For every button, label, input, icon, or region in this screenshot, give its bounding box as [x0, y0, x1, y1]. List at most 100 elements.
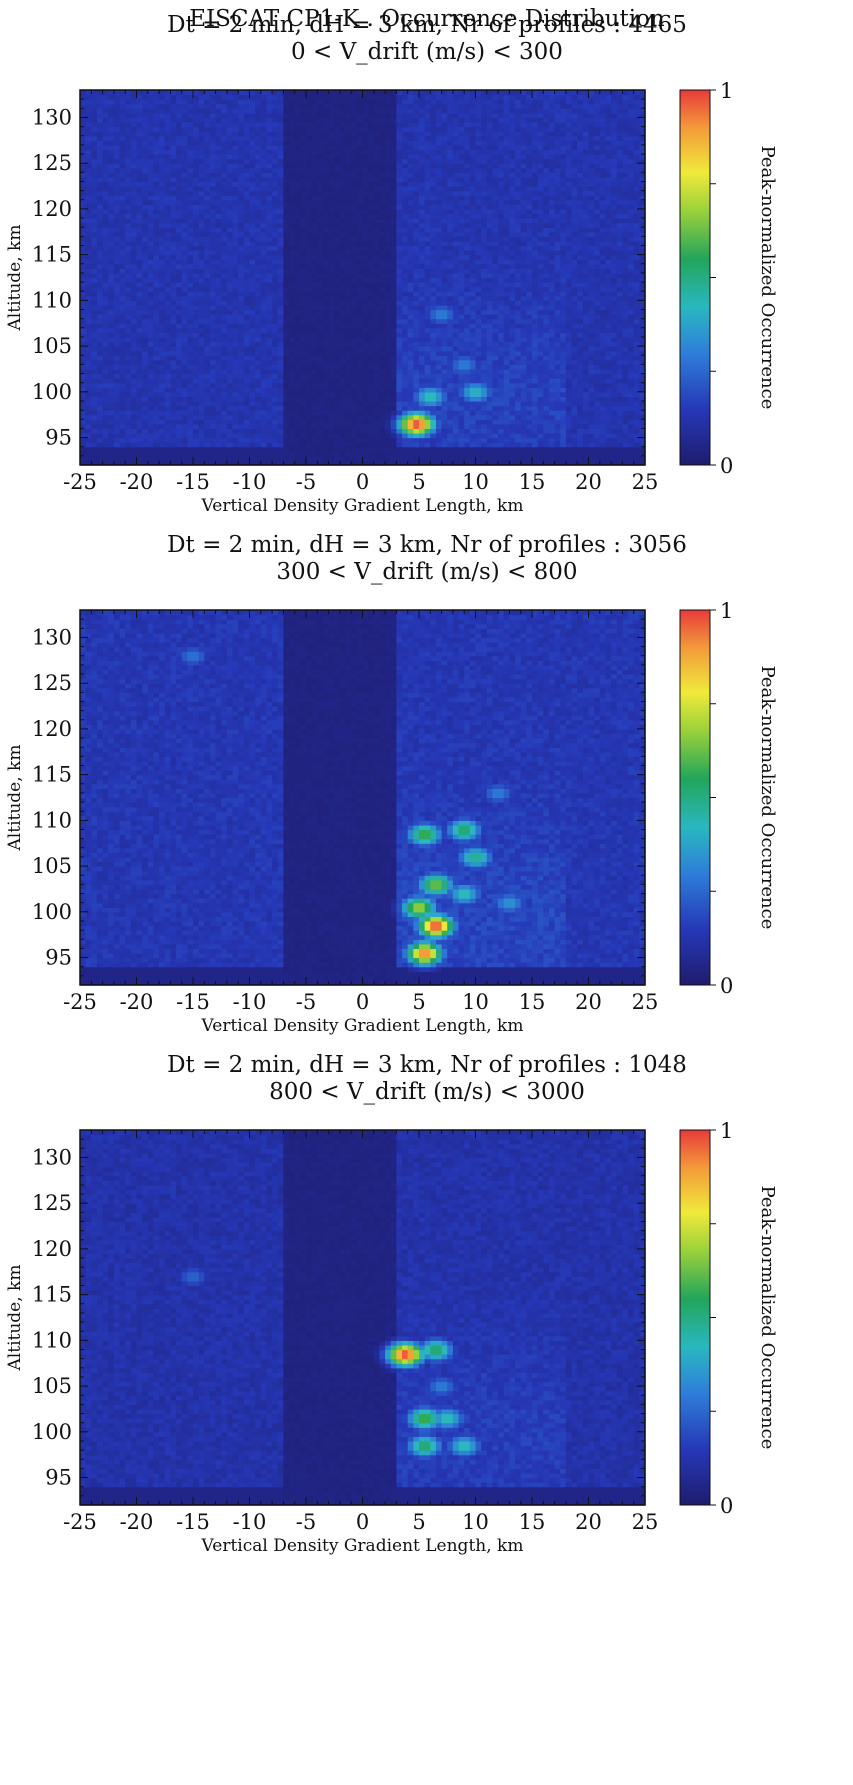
heatmap-cell: [328, 126, 335, 132]
heatmap-cell: [356, 382, 364, 388]
heatmap-cell: [413, 172, 420, 178]
heatmap-cell: [390, 122, 397, 128]
heatmap-cell: [322, 158, 330, 164]
heatmap-cell: [176, 250, 183, 256]
heatmap-cell: [289, 336, 296, 343]
heatmap-cell: [204, 282, 211, 288]
heatmap-cell: [272, 176, 279, 183]
heatmap-cell: [328, 323, 335, 329]
heatmap-cell: [215, 154, 222, 160]
heatmap-cell: [373, 240, 381, 247]
heatmap-cell: [80, 359, 87, 365]
heatmap-cell: [317, 423, 324, 430]
heatmap-cell: [306, 309, 313, 315]
heatmap-cell: [328, 117, 335, 123]
heatmap-cell: [80, 131, 87, 137]
heatmap-cell: [108, 259, 115, 265]
heatmap-cell: [232, 414, 239, 420]
heatmap-cell: [362, 135, 369, 141]
heatmap-cell: [238, 336, 245, 343]
heatmap-cell: [108, 309, 115, 315]
heatmap-cell: [164, 309, 171, 315]
heatmap-cell: [164, 99, 171, 105]
heatmap-cell: [130, 455, 138, 462]
heatmap-cell: [368, 245, 375, 251]
heatmap-cell: [221, 204, 228, 210]
heatmap-cell: [317, 341, 324, 347]
heatmap-cell: [96, 163, 104, 169]
panels: Dt = 2 min, dH = 3 km, Nr of profiles : …: [5, 12, 778, 1556]
heatmap-cell: [345, 446, 352, 452]
heatmap-cell: [407, 336, 414, 343]
heatmap-cell: [159, 117, 166, 123]
heatmap-cell: [181, 300, 188, 306]
heatmap-cell: [198, 350, 205, 356]
heatmap-cell: [238, 309, 245, 315]
heatmap-cell: [226, 181, 234, 187]
heatmap-cell: [215, 414, 222, 420]
heatmap-cell: [272, 437, 279, 443]
heatmap-cell: [108, 314, 115, 320]
heatmap-cell: [125, 158, 132, 164]
heatmap-cell: [334, 451, 341, 457]
heatmap-cell: [294, 341, 301, 347]
heatmap-cell: [373, 336, 381, 343]
heatmap-cell: [339, 460, 347, 466]
heatmap-cell: [419, 268, 426, 274]
heatmap-cell: [147, 204, 155, 210]
heatmap-cell: [379, 272, 386, 279]
heatmap-cell: [390, 231, 397, 237]
heatmap-cell: [306, 373, 313, 379]
heatmap-cell: [96, 99, 104, 105]
heatmap-cell: [102, 286, 109, 292]
heatmap-cell: [300, 190, 307, 196]
heatmap-cell: [108, 341, 115, 347]
heatmap-cell: [170, 158, 177, 164]
heatmap-cell: [170, 112, 177, 119]
heatmap-cell: [339, 291, 347, 297]
heatmap-cell: [407, 272, 414, 279]
heatmap-cell: [96, 304, 104, 311]
heatmap-cell: [277, 432, 284, 439]
heatmap-cell: [102, 336, 109, 343]
heatmap-cell: [402, 231, 409, 237]
heatmap-cell: [243, 355, 251, 361]
heatmap-cell: [249, 158, 256, 164]
heatmap-cell: [91, 254, 98, 260]
heatmap-cell: [243, 300, 251, 306]
heatmap-cell: [249, 208, 256, 215]
heatmap-cell: [413, 446, 420, 452]
heatmap-cell: [419, 373, 426, 379]
heatmap-cell: [198, 181, 205, 187]
heatmap-cell: [187, 204, 194, 210]
heatmap-cell: [249, 378, 256, 384]
heatmap-cell: [379, 277, 386, 283]
heatmap-cell: [334, 154, 341, 160]
heatmap-cell: [243, 122, 251, 128]
heatmap-cell: [407, 268, 414, 274]
heatmap-cell: [351, 236, 358, 242]
heatmap-cell: [402, 158, 409, 164]
heatmap-cell: [232, 126, 239, 132]
heatmap-cell: [328, 245, 335, 251]
heatmap-cell: [136, 373, 143, 379]
heatmap-cell: [181, 186, 188, 192]
heatmap-cell: [294, 112, 301, 119]
heatmap-cell: [328, 103, 335, 109]
heatmap-cell: [232, 346, 239, 352]
heatmap-cell: [373, 99, 381, 105]
heatmap-cell: [260, 149, 268, 155]
heatmap-cell: [351, 455, 358, 462]
heatmap-cell: [85, 103, 92, 109]
heatmap-cell: [260, 350, 268, 356]
heatmap-cell: [130, 410, 138, 416]
heatmap-cell: [396, 222, 403, 228]
heatmap-cell: [221, 346, 228, 352]
heatmap-cell: [226, 149, 234, 155]
heatmap-cell: [176, 318, 183, 324]
heatmap-cell: [283, 277, 290, 283]
heatmap-cell: [351, 99, 358, 105]
heatmap-cell: [407, 218, 414, 224]
heatmap-cell: [80, 382, 87, 388]
heatmap-cell: [266, 309, 273, 315]
